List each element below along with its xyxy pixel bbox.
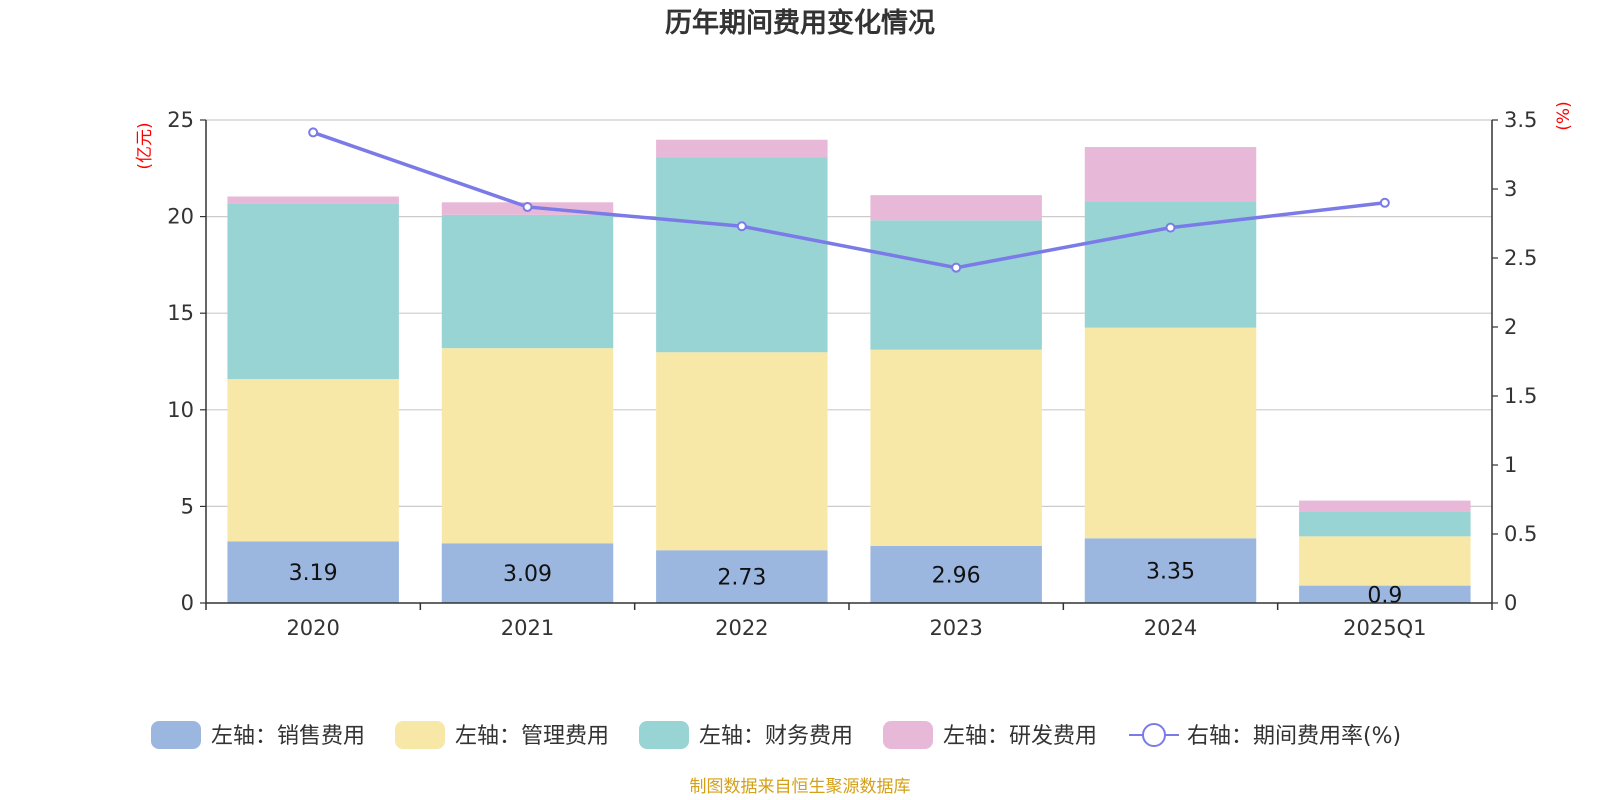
legend-marker [1142, 723, 1166, 747]
legend-swatch [395, 721, 445, 749]
rate-point [736, 221, 747, 232]
chart-title: 历年期间费用变化情况 [665, 7, 935, 39]
left-axis-tick-label: 15 [167, 301, 194, 325]
bar-segment [227, 203, 399, 380]
axes: 0 5 10 15 20 25 0 0.5 1 1.5 2 2.5 3 3.5 2020 2021 2022 20… [135, 101, 1574, 640]
right-axis-tick-label: 3 [1504, 177, 1517, 201]
right-axis-tick-label: 0.5 [1504, 522, 1537, 546]
x-axis-tick-label: 2025Q1 [1343, 616, 1426, 640]
right-axis-unit: (%) [1554, 101, 1574, 130]
legend-label: 左轴：管理费用 [455, 724, 609, 749]
bar-segment [656, 550, 828, 603]
legend-swatch [883, 721, 933, 749]
bar-data-label: 2.96 [932, 563, 981, 588]
bar-segment [1299, 511, 1471, 537]
x-axis-tick-label: 2024 [1144, 616, 1197, 640]
bar-segment [870, 545, 1042, 603]
right-axis-tick-label: 3.5 [1504, 108, 1537, 132]
rate-point [1165, 222, 1176, 233]
legend-item[interactable]: 左轴：管理费用 [395, 721, 609, 749]
legend-item[interactable]: 左轴：研发费用 [883, 721, 1097, 749]
legend: 左轴：销售费用 左轴：管理费用 左轴：财务费用 左轴：研发费用 右轴：期间费用率(%) [151, 721, 1401, 749]
legend-label: 左轴：研发费用 [943, 724, 1097, 749]
bar-segment [441, 214, 614, 349]
x-axis-tick-label: 2021 [501, 616, 554, 640]
legend-label: 右轴：期间费用率(%) [1187, 724, 1401, 749]
x-axis-tick-label: 2020 [286, 616, 339, 640]
legend-item[interactable]: 右轴：期间费用率(%) [1129, 723, 1401, 749]
bar-segment [441, 543, 614, 603]
right-axis-tick-label: 1 [1504, 453, 1517, 477]
bar-segment [1084, 327, 1257, 539]
bar-segment [656, 157, 828, 353]
bar-data-label: 3.19 [289, 561, 338, 586]
line-layer [308, 127, 1390, 273]
left-axis-unit: (亿元) [135, 122, 155, 169]
legend-swatch [639, 721, 689, 749]
legend-label: 左轴：销售费用 [211, 724, 365, 749]
bar-segment [1299, 536, 1471, 586]
bar-segment [870, 220, 1042, 350]
bar-segment [227, 541, 399, 603]
bar-segment [227, 379, 399, 542]
x-axis-tick-label: 2022 [715, 616, 768, 640]
left-axis-tick-label: 10 [167, 398, 194, 422]
bar-segment [656, 352, 828, 551]
left-axis-tick-label: 25 [167, 108, 194, 132]
right-axis-tick-label: 1.5 [1504, 384, 1537, 408]
bar-segment [441, 348, 614, 544]
bar-data-label: 3.09 [503, 562, 552, 587]
rate-point [1379, 197, 1390, 208]
right-axis-tick-label: 2 [1504, 315, 1517, 339]
bar-data-label: 2.73 [717, 566, 766, 591]
legend-item[interactable]: 左轴：财务费用 [639, 721, 853, 749]
left-axis-tick-label: 20 [167, 205, 194, 229]
rate-point [951, 262, 962, 273]
bar-segment [870, 349, 1042, 546]
rate-line [312, 130, 1386, 270]
bar-segment [1084, 538, 1257, 603]
left-axis-tick-label: 0 [181, 591, 194, 615]
bar-segment [227, 196, 399, 204]
bar-segment [870, 195, 1042, 221]
right-axis-tick-label: 0 [1504, 591, 1517, 615]
bar-segment [656, 139, 828, 158]
bars-layer: 3.19 3.09 2.73 2.96 3.35 0.9 [227, 139, 1471, 608]
rate-point [522, 201, 533, 212]
legend-swatch [151, 721, 201, 749]
bar-segment [1299, 500, 1471, 512]
legend-item[interactable]: 左轴：销售费用 [151, 721, 365, 749]
bar-data-label: 3.35 [1146, 560, 1195, 585]
source-note: 制图数据来自恒生聚源数据库 [690, 777, 911, 797]
legend-label: 左轴：财务费用 [699, 724, 853, 749]
left-axis-tick-label: 5 [181, 494, 194, 518]
bar-segment [1299, 585, 1471, 603]
right-axis-tick-label: 2.5 [1504, 246, 1537, 270]
x-axis-tick-label: 2023 [929, 616, 982, 640]
bar-data-label: 0.9 [1367, 583, 1402, 608]
rate-point [308, 127, 319, 138]
bar-segment [1084, 147, 1257, 202]
